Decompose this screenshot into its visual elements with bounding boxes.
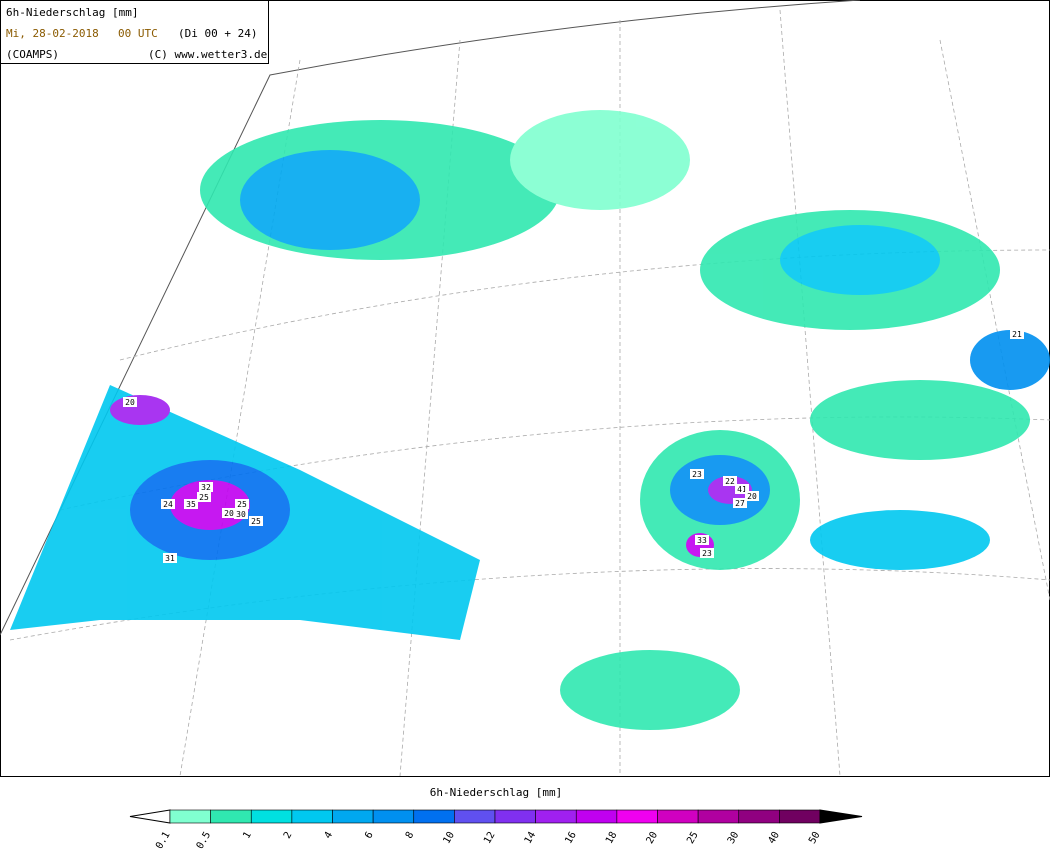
precip-label: 30 [236,510,246,519]
label-box [235,499,249,509]
precip-area [780,225,940,295]
colorbar-segment [291,809,333,824]
colorbar-tick-label: 4 [323,830,336,841]
colorbar-segment [779,809,821,824]
precip-label: 31 [165,554,175,563]
colorbar-segment [657,809,699,824]
colorbar-segment [413,809,455,824]
colorbar-segment [697,809,740,824]
precip-label: 24 [163,500,173,509]
label-box [723,476,737,486]
colorbar: 0.1 0.5 1 2 4 6 8 10 12 14 16 18 20 25 30 40 50 [129,809,863,851]
precip-area [708,476,752,504]
colorbar-tick-label: 50 [807,830,823,846]
label-box [234,509,248,519]
colorbar-segment [454,809,496,824]
domain-edge [0,0,861,636]
colorbar-segment [372,809,415,824]
precip-area [810,510,990,570]
header-time: 00 UTC [118,27,158,40]
colorbar-tick-label: 2 [282,830,295,841]
label-box [123,397,137,407]
colorbar-title: 6h-Niederschlag [mm] [430,786,562,799]
label-box [735,484,749,494]
precip-area [510,110,690,210]
colorbar-tick-label: 20 [645,830,661,846]
colorbar-arrow-high [819,809,863,824]
colorbar-segment [210,809,252,824]
label-box [197,492,211,502]
colorbar-tick-label: 18 [604,830,620,846]
label-box [222,508,236,518]
colorbar-tick-label: 1 [241,830,254,841]
colorbar-tick-label: 40 [766,830,782,846]
precip-label: 27 [735,499,745,508]
header-credit: (C) www.wetter3.de [148,48,267,61]
label-box [163,553,177,563]
colorbar-segment [250,809,293,824]
precip-label: 25 [199,493,209,502]
precip-label: 32 [201,483,211,492]
precip-area [240,150,420,250]
label-box [700,548,714,558]
colorbar-tick-label: 25 [685,830,701,846]
colorbar-segment [494,809,536,824]
colorbar-tick-label: 12 [482,830,498,846]
colorbar-tick-label: 0.5 [195,830,214,851]
colorbar-tick-label: 8 [404,830,417,841]
longitude-line [779,9,841,777]
colorbar-segment [616,809,658,824]
precip-label: 33 [697,536,707,545]
precip-label: 35 [186,500,196,509]
header-title: 6h-Niederschlag [mm] [6,6,138,19]
precip-label: 25 [237,500,247,509]
colorbar-segment [332,809,374,824]
map-domain [0,0,861,636]
label-box [184,499,198,509]
label-box [733,498,747,508]
precip-label: 20 [224,509,234,518]
label-box [690,469,704,479]
colorbar-tick-label: 30 [726,830,742,846]
precip-label: 23 [692,470,702,479]
label-box [199,482,213,492]
precip-label: 25 [251,517,261,526]
precip-label: 20 [747,492,757,501]
colorbar-tick-label: 10 [441,830,457,846]
colorbar-tick-label: 6 [363,830,376,841]
label-box [161,499,175,509]
precip-label: 22 [725,477,735,486]
precip-area [110,395,170,425]
colorbar-segment [535,809,577,824]
label-box [1010,329,1024,339]
precip-area [970,330,1050,390]
precip-label: 20 [125,398,135,407]
colorbar-arrow-low [129,809,171,824]
label-box [745,491,759,501]
header-model: (COAMPS) [6,48,59,61]
header-run: (Di 00 + 24) [178,27,257,40]
colorbar-tick-label: 14 [523,830,539,846]
precip-area [810,380,1030,460]
precip-label: 21 [1012,330,1022,339]
colorbar-segment [738,809,780,824]
label-box [695,535,709,545]
precip-label: 23 [702,549,712,558]
header-date: Mi, 28-02-2018 [6,27,99,40]
precip-area [560,650,740,730]
label-box [249,516,263,526]
precip-label: 41 [737,485,747,494]
colorbar-tick-label: 0.1 [154,830,173,851]
header-box [0,0,269,64]
colorbar-segment [169,809,211,824]
colorbar-segment [575,809,618,824]
colorbar-tick-label: 16 [563,830,579,846]
